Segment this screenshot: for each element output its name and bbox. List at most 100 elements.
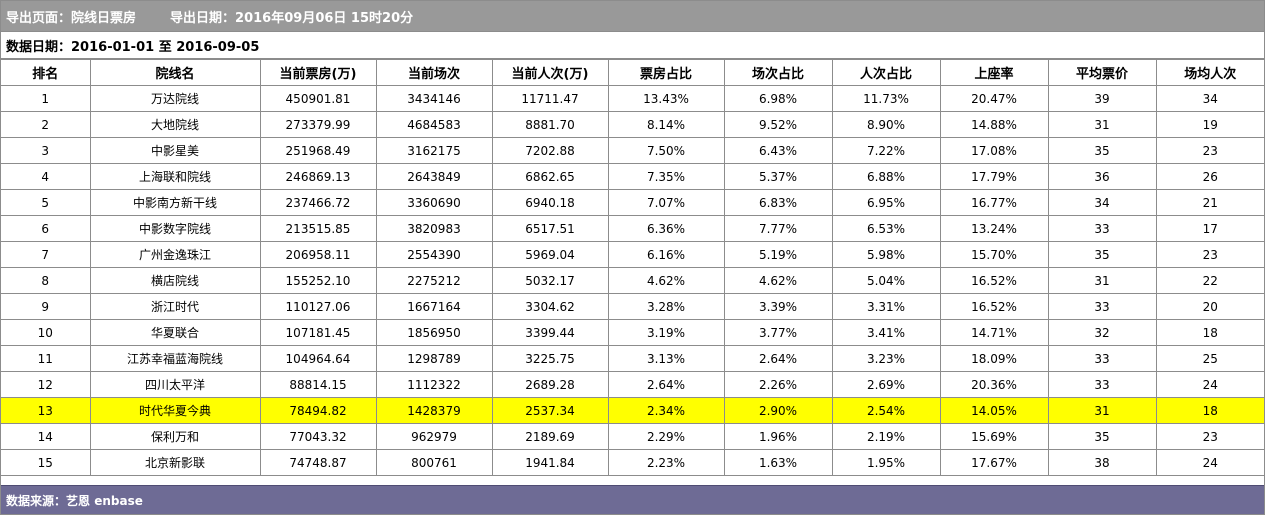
cell-avg-ticket-price: 39 bbox=[1047, 85, 1157, 112]
cell-admission-share: 2.69% bbox=[831, 371, 941, 398]
cell-box-office-share: 2.23% bbox=[607, 449, 725, 476]
cell-circuit-name: 上海联和院线 bbox=[89, 163, 261, 190]
cell-admissions: 6517.51 bbox=[491, 215, 609, 242]
cell-occupancy-rate: 13.24% bbox=[939, 215, 1049, 242]
table-row: 7 广州金逸珠江 206958.11 2554390 5969.04 6.16% 5.19%… bbox=[1, 241, 1264, 268]
export-info-bar: 导出页面： 院线日票房 导出日期： 2016年09月06日 15时20分 bbox=[1, 1, 1264, 31]
column-header-occupancy-rate: 上座率 bbox=[939, 59, 1049, 86]
cell-circuit-name: 中影南方新干线 bbox=[89, 189, 261, 216]
column-header-screening-share: 场次占比 bbox=[723, 59, 833, 86]
cell-admissions: 2689.28 bbox=[491, 371, 609, 398]
cell-admission-share: 8.90% bbox=[831, 111, 941, 138]
cell-admissions: 7202.88 bbox=[491, 137, 609, 164]
cell-avg-admissions-per-screening: 18 bbox=[1155, 397, 1264, 424]
cell-admission-share: 11.73% bbox=[831, 85, 941, 112]
cell-screenings: 1856950 bbox=[375, 319, 493, 346]
cell-rank: 7 bbox=[1, 241, 91, 268]
data-source-bar: 数据来源： 艺恩 enbase bbox=[1, 485, 1264, 514]
data-source-label: 数据来源： bbox=[6, 493, 67, 508]
cell-rank: 14 bbox=[1, 423, 91, 450]
cell-screenings: 1667164 bbox=[375, 293, 493, 320]
cell-circuit-name: 横店院线 bbox=[89, 267, 261, 294]
cell-occupancy-rate: 17.67% bbox=[939, 449, 1049, 476]
cell-screenings: 2554390 bbox=[375, 241, 493, 268]
cell-occupancy-rate: 18.09% bbox=[939, 345, 1049, 372]
cell-screening-share: 2.64% bbox=[723, 345, 833, 372]
export-date: 导出日期： 2016年09月06日 15时20分 bbox=[170, 7, 413, 26]
cell-box-office-share: 8.14% bbox=[607, 111, 725, 138]
cell-admissions: 6940.18 bbox=[491, 189, 609, 216]
cell-avg-ticket-price: 35 bbox=[1047, 137, 1157, 164]
cell-rank: 11 bbox=[1, 345, 91, 372]
column-header-box-office: 当前票房(万) bbox=[259, 59, 377, 86]
cell-screening-share: 4.62% bbox=[723, 267, 833, 294]
cell-screening-share: 1.63% bbox=[723, 449, 833, 476]
cell-box-office: 77043.32 bbox=[259, 423, 377, 450]
table-row: 4 上海联和院线 246869.13 2643849 6862.65 7.35% 5.37%… bbox=[1, 163, 1264, 190]
cell-circuit-name: 时代华夏今典 bbox=[89, 397, 261, 424]
cell-admission-share: 7.22% bbox=[831, 137, 941, 164]
cell-rank: 4 bbox=[1, 163, 91, 190]
cell-box-office-share: 3.19% bbox=[607, 319, 725, 346]
cell-avg-admissions-per-screening: 26 bbox=[1155, 163, 1264, 190]
cell-screenings: 3820983 bbox=[375, 215, 493, 242]
cell-avg-admissions-per-screening: 34 bbox=[1155, 85, 1264, 112]
table-row: 8 横店院线 155252.10 2275212 5032.17 4.62% 4.62% 5.… bbox=[1, 267, 1264, 294]
cell-rank: 13 bbox=[1, 397, 91, 424]
cell-box-office-share: 7.50% bbox=[607, 137, 725, 164]
cell-box-office: 251968.49 bbox=[259, 137, 377, 164]
column-header-screenings: 当前场次 bbox=[375, 59, 493, 86]
cell-avg-ticket-price: 35 bbox=[1047, 423, 1157, 450]
cell-rank: 10 bbox=[1, 319, 91, 346]
cell-avg-admissions-per-screening: 19 bbox=[1155, 111, 1264, 138]
cell-avg-admissions-per-screening: 21 bbox=[1155, 189, 1264, 216]
cell-box-office: 155252.10 bbox=[259, 267, 377, 294]
cell-screenings: 4684583 bbox=[375, 111, 493, 138]
cell-screening-share: 5.37% bbox=[723, 163, 833, 190]
cell-avg-admissions-per-screening: 20 bbox=[1155, 293, 1264, 320]
cell-screenings: 962979 bbox=[375, 423, 493, 450]
cell-avg-admissions-per-screening: 17 bbox=[1155, 215, 1264, 242]
cell-circuit-name: 广州金逸珠江 bbox=[89, 241, 261, 268]
cell-rank: 1 bbox=[1, 85, 91, 112]
cell-box-office-share: 3.28% bbox=[607, 293, 725, 320]
data-source-value: 艺恩 enbase bbox=[66, 493, 143, 508]
cell-admission-share: 5.98% bbox=[831, 241, 941, 268]
cell-box-office-share: 13.43% bbox=[607, 85, 725, 112]
cell-rank: 2 bbox=[1, 111, 91, 138]
cell-admissions: 2189.69 bbox=[491, 423, 609, 450]
cell-screenings: 2275212 bbox=[375, 267, 493, 294]
table-row: 3 中影星美 251968.49 3162175 7202.88 7.50% 6.43% 7.… bbox=[1, 137, 1264, 164]
cell-admission-share: 5.04% bbox=[831, 267, 941, 294]
cell-avg-ticket-price: 34 bbox=[1047, 189, 1157, 216]
cell-occupancy-rate: 14.88% bbox=[939, 111, 1049, 138]
cell-avg-admissions-per-screening: 25 bbox=[1155, 345, 1264, 372]
cell-circuit-name: 浙江时代 bbox=[89, 293, 261, 320]
column-header-circuit-name: 院线名 bbox=[89, 59, 261, 86]
data-range-value: 2016-01-01 至 2016-09-05 bbox=[71, 39, 260, 55]
data-range-bar: 数据日期： 2016-01-01 至 2016-09-05 bbox=[1, 31, 1264, 59]
export-date-label: 导出日期： bbox=[170, 10, 236, 26]
cell-circuit-name: 保利万和 bbox=[89, 423, 261, 450]
cell-admission-share: 6.88% bbox=[831, 163, 941, 190]
cell-avg-ticket-price: 31 bbox=[1047, 397, 1157, 424]
cell-circuit-name: 华夏联合 bbox=[89, 319, 261, 346]
table-header-row: 排名 院线名 当前票房(万) 当前场次 当前人次(万) 票房占比 场次占比 人次占比 上座率 平均… bbox=[1, 59, 1264, 86]
table-row: 2 大地院线 273379.99 4684583 8881.70 8.14% 9.52% 8.… bbox=[1, 111, 1264, 138]
cell-box-office: 104964.64 bbox=[259, 345, 377, 372]
cell-admissions: 3225.75 bbox=[491, 345, 609, 372]
cell-screening-share: 3.39% bbox=[723, 293, 833, 320]
table-body: 1 万达院线 450901.81 3434146 11711.47 13.43% 6.98%… bbox=[1, 85, 1264, 476]
cell-box-office: 213515.85 bbox=[259, 215, 377, 242]
cell-avg-ticket-price: 33 bbox=[1047, 293, 1157, 320]
cell-box-office: 88814.15 bbox=[259, 371, 377, 398]
cell-box-office: 206958.11 bbox=[259, 241, 377, 268]
cell-admission-share: 2.19% bbox=[831, 423, 941, 450]
column-header-avg-ticket-price: 平均票价 bbox=[1047, 59, 1157, 86]
cell-screenings: 3434146 bbox=[375, 85, 493, 112]
table-row: 10 华夏联合 107181.45 1856950 3399.44 3.19% 3.77% 3… bbox=[1, 319, 1264, 346]
cell-screenings: 1298789 bbox=[375, 345, 493, 372]
cell-box-office: 237466.72 bbox=[259, 189, 377, 216]
table-row: 6 中影数字院线 213515.85 3820983 6517.51 6.36% 7.77%… bbox=[1, 215, 1264, 242]
cell-avg-admissions-per-screening: 23 bbox=[1155, 241, 1264, 268]
